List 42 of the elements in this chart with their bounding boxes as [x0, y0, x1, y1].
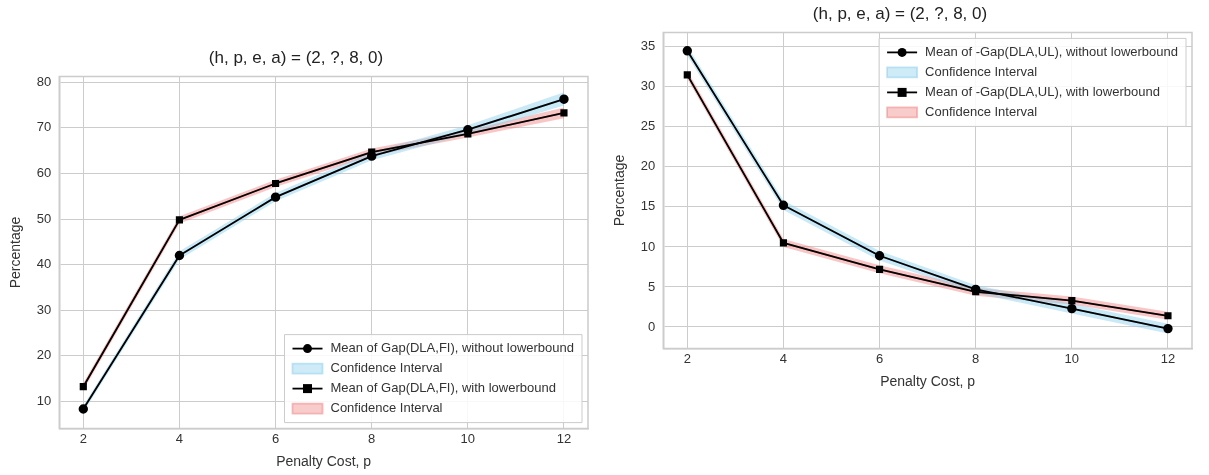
- y-tick-label: 30: [640, 78, 656, 94]
- y-tick-label: 70: [36, 119, 52, 135]
- legend-label: Confidence Interval: [330, 400, 443, 416]
- y-tick-label: 5: [648, 278, 656, 294]
- y-tick-label: 60: [36, 165, 52, 181]
- y-axis-title: Percentage: [7, 216, 24, 289]
- y-tick-label: 50: [36, 210, 52, 226]
- y-tick-label: 35: [640, 38, 656, 54]
- legend-label: Mean of -Gap(DLA,UL), without lowerbound: [925, 43, 1178, 59]
- x-tick-label: 10: [1064, 350, 1080, 366]
- y-tick-label: 20: [640, 158, 656, 174]
- x-tick-label: 8: [972, 350, 980, 366]
- x-tick-label: 2: [683, 350, 691, 366]
- x-tick-label: 4: [779, 350, 788, 366]
- y-tick-label: 80: [36, 73, 52, 89]
- y-tick-label: 10: [640, 238, 656, 254]
- x-tick-label: 12: [1160, 350, 1176, 366]
- y-tick-label: 30: [36, 301, 52, 317]
- chart-title: (h, p, e, a) = (2, ?, 8, 0): [208, 47, 384, 67]
- x-axis-title: Penalty Cost, p: [276, 453, 372, 470]
- x-tick-label: 12: [556, 430, 572, 446]
- y-tick-label: 40: [36, 256, 52, 272]
- y-tick-label: 15: [640, 198, 656, 214]
- legend-label: Mean of Gap(DLA,FI), with lowerbound: [330, 380, 556, 396]
- x-tick-label: 6: [271, 430, 280, 446]
- x-tick-label: 2: [79, 430, 87, 446]
- legend-label: Mean of Gap(DLA,FI), without lowerbound: [330, 340, 575, 356]
- chart-title: (h, p, e, a) = (2, ?, 8, 0): [812, 3, 988, 23]
- x-tick-label: 4: [175, 430, 184, 446]
- legend-label: Confidence Interval: [330, 360, 443, 376]
- legend-label: Confidence Interval: [925, 103, 1038, 119]
- y-axis-title: Percentage: [611, 154, 628, 227]
- x-axis-title: Penalty Cost, p: [880, 373, 976, 390]
- x-tick-label: 8: [368, 430, 376, 446]
- legend-label: Confidence Interval: [925, 63, 1038, 79]
- legend-label: Mean of -Gap(DLA,UL), with lowerbound: [925, 83, 1160, 99]
- x-tick-label: 6: [875, 350, 884, 366]
- x-tick-label: 10: [460, 430, 476, 446]
- y-tick-label: 25: [640, 118, 656, 134]
- y-tick-label: 10: [36, 392, 52, 408]
- y-tick-label: 20: [36, 347, 52, 363]
- y-tick-label: 0: [648, 318, 656, 334]
